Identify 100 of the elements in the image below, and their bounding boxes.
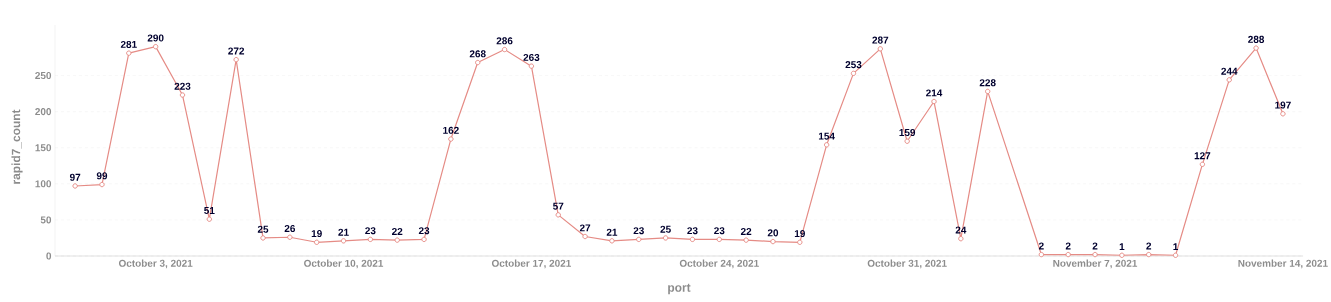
point [984, 88, 991, 95]
data-label: 287 [872, 36, 889, 44]
data-label: 2 [1038, 242, 1044, 250]
x-tick-label: November 14, 2021 [1238, 259, 1328, 269]
point [1038, 251, 1045, 258]
data-label: 288 [1248, 35, 1265, 43]
point [743, 237, 749, 243]
data-label: 1 [1119, 243, 1125, 251]
point [394, 237, 400, 243]
y-tick-label: 250 [35, 72, 52, 80]
data-label: 23 [714, 227, 725, 235]
data-label: 162 [443, 126, 459, 134]
point [662, 235, 669, 241]
point [1065, 251, 1071, 258]
point [528, 63, 535, 69]
y-tick-label: 200 [35, 108, 52, 116]
point [770, 238, 776, 245]
point [287, 234, 293, 240]
point [689, 236, 696, 243]
data-label: 223 [174, 82, 191, 90]
data-label: 25 [660, 225, 671, 233]
data-label: 57 [553, 202, 564, 210]
data-label: 21 [338, 228, 349, 236]
point [340, 238, 347, 244]
point [1280, 111, 1286, 117]
data-label: 244 [1221, 67, 1238, 75]
data-label: 2 [1146, 242, 1152, 250]
point [797, 239, 803, 245]
data-label: 159 [899, 128, 916, 137]
data-label: 268 [469, 50, 486, 58]
data-label: 127 [1194, 152, 1211, 160]
x-tick-label: October 24, 2021 [679, 259, 759, 269]
point [1119, 252, 1125, 258]
point [367, 236, 374, 243]
point [421, 236, 427, 243]
data-label: 20 [767, 229, 779, 237]
data-label: 23 [365, 227, 376, 235]
y-tick-label: 0 [46, 252, 52, 260]
data-label: 272 [228, 47, 245, 55]
point [877, 46, 884, 52]
data-label: 23 [687, 227, 698, 235]
x-axis-title: port [668, 283, 691, 295]
y-axis-title: rapid7_count [11, 109, 23, 184]
data-label: 286 [496, 37, 513, 45]
point [1199, 161, 1206, 168]
data-label: 228 [979, 79, 996, 87]
point [1253, 45, 1259, 51]
point [582, 233, 588, 240]
point [233, 56, 239, 63]
point [179, 92, 186, 98]
data-label: 19 [311, 230, 322, 238]
point [555, 212, 561, 218]
point [99, 181, 105, 188]
point [501, 46, 508, 53]
point [1092, 251, 1098, 258]
data-label: 26 [284, 225, 296, 233]
x-tick-label: November 7, 2021 [1053, 259, 1138, 269]
data-label: 263 [523, 53, 540, 61]
y-tick-label: 50 [40, 216, 52, 224]
point [475, 59, 481, 66]
point [1146, 251, 1152, 258]
data-label: 51 [204, 207, 215, 214]
point [1226, 77, 1232, 83]
y-tick-label: 100 [35, 180, 52, 188]
point [850, 70, 857, 77]
point [448, 136, 454, 142]
data-label: 214 [926, 89, 943, 97]
y-tick-label: 150 [35, 144, 52, 152]
data-label: 197 [1275, 101, 1291, 109]
data-label: 22 [392, 227, 403, 235]
point [636, 236, 642, 243]
data-label: 1 [1173, 243, 1179, 251]
data-label: 23 [633, 227, 644, 235]
point [126, 50, 132, 56]
point [260, 235, 266, 241]
point [1172, 252, 1179, 258]
data-label: 27 [579, 224, 591, 232]
point [206, 216, 213, 222]
data-label: 281 [120, 40, 137, 48]
x-tick-label: October 3, 2021 [118, 259, 193, 269]
point [314, 239, 320, 245]
data-label: 24 [955, 226, 967, 234]
data-label: 19 [794, 230, 805, 238]
data-label: 2 [1065, 242, 1071, 250]
point [72, 183, 78, 189]
point [904, 138, 910, 144]
data-label: 290 [147, 34, 164, 42]
data-label: 23 [418, 227, 430, 235]
data-label: 253 [845, 61, 862, 69]
data-label: 25 [257, 225, 269, 233]
point [152, 43, 159, 50]
data-label: 97 [69, 173, 81, 181]
x-tick-label: October 31, 2021 [867, 259, 947, 269]
point [609, 238, 615, 244]
x-tick-label: October 10, 2021 [304, 259, 384, 269]
point [931, 98, 937, 105]
point [716, 236, 722, 243]
point [958, 235, 964, 242]
data-label: 21 [606, 228, 618, 236]
x-tick-label: October 17, 2021 [491, 259, 571, 269]
